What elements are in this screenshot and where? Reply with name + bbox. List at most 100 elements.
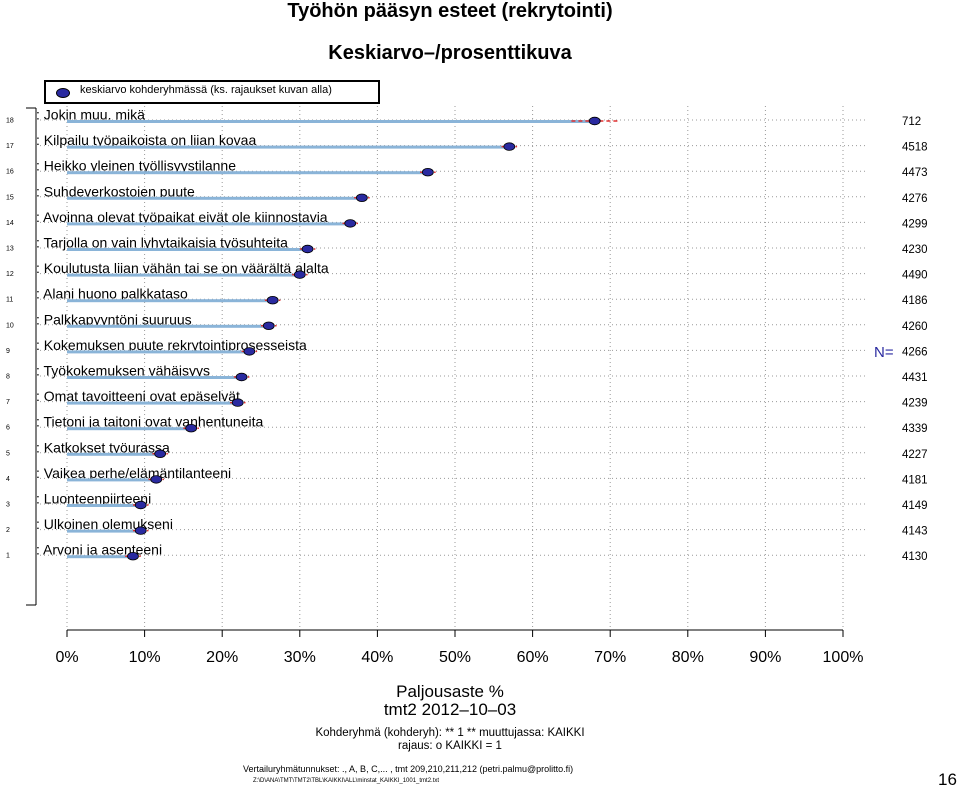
x-tick-label: 70% [594,649,626,666]
category-label: : Alani huono palkkataso [36,286,188,302]
x-tick-label: 30% [284,649,316,666]
value-bar [67,452,161,456]
mean-point [588,116,601,126]
row-number: 14 [6,220,14,227]
n-count: 4239 [902,398,928,410]
row-number: 15 [6,194,14,201]
x-tick-label: 60% [517,649,549,666]
chart-subtitle: Keskiarvo–/prosenttikuva [328,42,572,64]
value-bar [67,376,242,379]
page-number: 16 [938,770,957,789]
mean-point [355,193,368,202]
x-tick-label: 100% [823,649,864,666]
category-label: : Kokemuksen puute rekrytointiprosesseis… [36,337,307,353]
mean-point [293,270,306,279]
n-count: 4490 [902,270,928,282]
legend: keskiarvo kohderyhmässä (ks. rajaukset k… [44,80,380,104]
category-label: : Heikko yleinen työllisyystilanne [36,158,236,174]
mean-point [266,296,279,305]
row-number: 1 [6,553,10,560]
n-count: 4260 [902,321,928,333]
mean-point [134,526,147,535]
row-number: 4 [6,476,10,483]
n-count: 4181 [902,474,928,486]
n-count: 4299 [902,218,928,230]
mean-point [503,142,516,151]
category-label: : Koulutusta liian vähän tai se on väärä… [36,260,329,276]
value-bar [67,427,192,431]
category-label: : Avoinna olevat työpaikat eivät ole kii… [36,209,328,225]
value-bar [67,350,250,354]
x-tick-label: 90% [749,649,781,666]
row-number: 13 [6,246,14,253]
x-axis-label: Paljousaste % [396,682,504,701]
category-label: : Kilpailu työpaikoista on liian kovaa [36,132,256,148]
mean-point [134,500,147,510]
mean-point [185,424,198,433]
n-count: 4149 [902,500,928,512]
value-bar [67,504,141,507]
value-bar [67,222,351,226]
n-count: 4143 [902,526,928,538]
n-prefix: N= [874,344,894,361]
mean-point [154,449,167,458]
n-count: 4266 [902,346,928,358]
row-number: 12 [6,271,14,278]
n-count: 712 [902,116,921,128]
row-number: 16 [6,169,14,176]
value-bar [67,401,238,405]
n-count: 4431 [902,372,928,384]
x-tick-label: 80% [672,649,704,666]
n-count: 4227 [902,449,928,461]
n-count: 4518 [902,142,928,154]
target-group-note: Kohderyhmä (kohderyh): ** 1 ** muuttujas… [315,727,585,739]
row-number: 9 [6,348,10,355]
row-number: 18 [6,118,14,125]
category-label: : Palkkapyyntöni suuruus [36,311,192,327]
value-bar [67,196,362,200]
legend-marker-icon [56,88,70,98]
row-number: 8 [6,374,10,381]
value-bar [67,555,133,559]
row-number: 11 [6,297,13,304]
x-axis-sublabel: tmt2 2012–10–03 [383,700,517,719]
value-bar [67,478,157,482]
mean-point [262,321,275,330]
legend-label: keskiarvo kohderyhmässä (ks. rajaukset k… [80,84,332,96]
row-number: 6 [6,425,10,432]
row-number: 5 [6,450,10,457]
x-tick-label: 10% [129,649,161,666]
x-tick-label: 50% [439,649,471,666]
n-count: 4130 [902,551,928,563]
row-number: 7 [6,399,10,406]
category-label: : Omat tavoitteeni ovat epäselvät [36,388,240,404]
category-label: : Luonteenpiirteeni [36,491,151,507]
mean-point [301,244,314,254]
x-tick-label: 0% [55,649,78,666]
value-bar [67,529,141,533]
mean-point [235,372,248,382]
n-count: 4230 [902,244,928,256]
value-bar [67,120,595,123]
mean-point [421,167,434,177]
restriction-note: rajaus: o KAIKKI = 1 [398,740,502,752]
value-bar [67,145,510,149]
value-bar [67,171,428,175]
n-count: 4473 [902,167,928,179]
n-count: 4339 [902,423,928,435]
category-label: : Tarjolla on vain lyhytaikaisia työsuht… [36,235,288,251]
x-tick-label: 20% [206,649,238,666]
value-bar [67,324,269,328]
source-file-path: Z:\D\ANA\TMT\TMT2\TBL\KAIKKI\ALL\minstat… [253,778,440,784]
category-label: : Katkokset työurassa [36,439,170,455]
x-tick-label: 40% [361,649,393,666]
value-bar [67,273,300,277]
mean-point [150,475,163,484]
category-label: : Työkokemuksen vähäisyys [36,363,210,379]
mean-point [344,219,357,228]
row-number: 3 [6,502,10,509]
n-count: 4186 [902,295,928,307]
row-number: 10 [6,322,14,329]
category-label: : Tietoni ja taitoni ovat vanhentuneita [36,414,263,430]
